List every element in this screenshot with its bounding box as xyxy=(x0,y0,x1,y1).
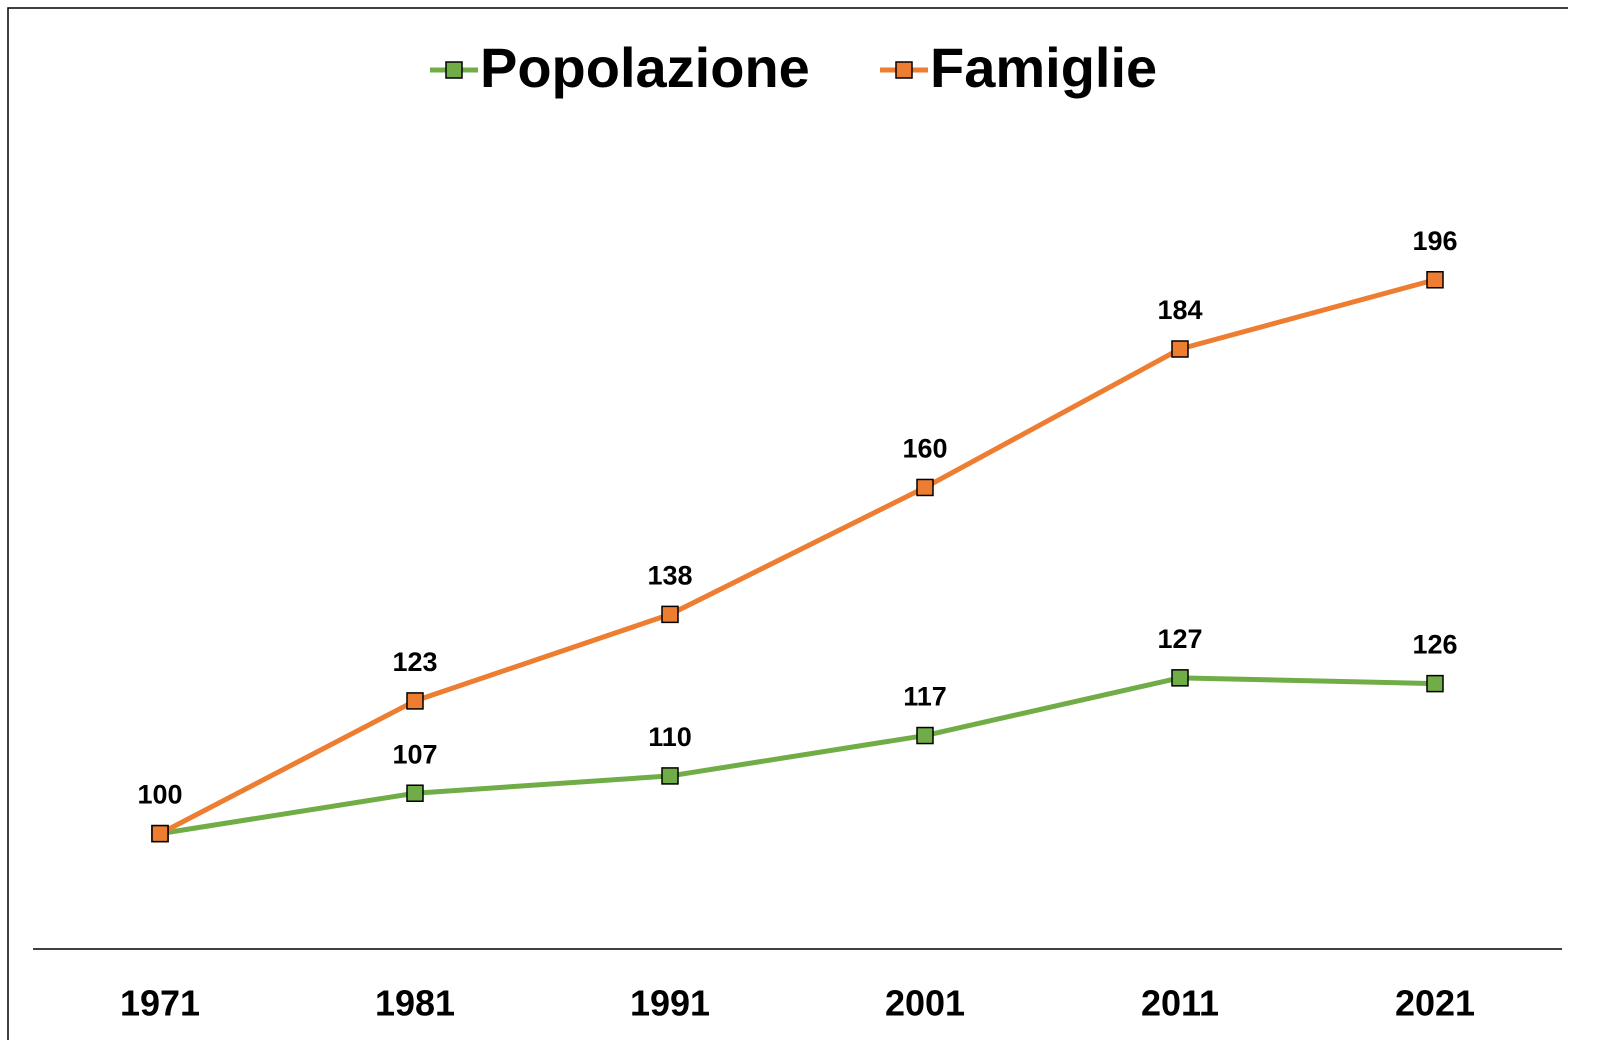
point-marker xyxy=(661,605,679,624)
legend-label: Famiglie xyxy=(930,36,1157,99)
data-label: 196 xyxy=(1412,226,1457,256)
data-label: 123 xyxy=(392,647,437,677)
x-tick-label: 2001 xyxy=(885,983,965,1024)
data-label: 184 xyxy=(1157,295,1202,325)
x-tick-label: 1991 xyxy=(630,983,710,1024)
point-marker xyxy=(916,478,934,497)
x-tick-label: 2021 xyxy=(1395,983,1475,1024)
point-marker xyxy=(151,824,169,843)
point-marker xyxy=(406,784,424,802)
point-marker xyxy=(661,767,679,785)
legend-label: Popolazione xyxy=(480,36,810,99)
data-label: 127 xyxy=(1157,624,1202,654)
series-line xyxy=(158,277,1436,836)
data-label: 117 xyxy=(903,682,947,712)
point-marker xyxy=(1171,669,1189,687)
x-tick-label: 1971 xyxy=(120,983,200,1024)
x-tick-label: 2011 xyxy=(1141,983,1219,1024)
point-marker xyxy=(1426,271,1444,289)
legend-marker xyxy=(895,61,913,79)
x-tick-label: 1981 xyxy=(375,983,455,1024)
point-marker xyxy=(916,726,934,745)
data-label: 160 xyxy=(902,434,947,464)
frame xyxy=(7,7,1568,1040)
legend-marker xyxy=(445,61,463,79)
data-label: 138 xyxy=(647,561,692,591)
data-label: 100 xyxy=(137,780,182,810)
series-line xyxy=(159,675,1436,837)
data-label: 110 xyxy=(648,722,692,752)
data-label: 126 xyxy=(1412,630,1457,660)
point-marker xyxy=(406,692,424,710)
data-label: 107 xyxy=(392,739,437,769)
point-marker xyxy=(1171,340,1189,358)
point-marker xyxy=(1426,674,1444,693)
